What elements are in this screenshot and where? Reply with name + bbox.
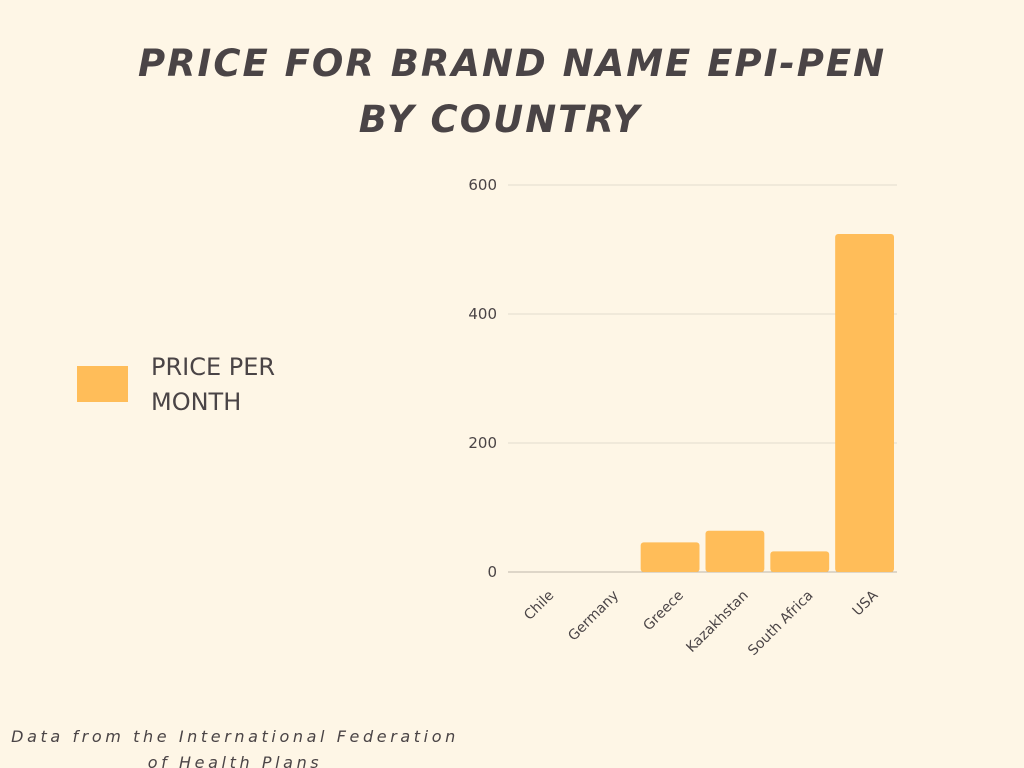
x-tick-label: USA xyxy=(850,587,882,619)
source-note-line1: Data from the International Federation xyxy=(11,727,459,746)
x-tick-label: South Africa xyxy=(745,588,816,659)
y-tick-label: 0 xyxy=(487,563,497,581)
x-tick-label: Chile xyxy=(521,588,557,624)
bar xyxy=(770,551,830,572)
y-tick-label: 600 xyxy=(468,176,497,194)
x-tick-label: Germany xyxy=(565,588,622,645)
x-tick-label: Kazakhstan xyxy=(683,588,751,656)
source-note-line2: of Health Plans xyxy=(147,753,323,768)
chart-title: PRICE FOR BRAND NAME EPI-PEN BY COUNTRY xyxy=(0,36,1024,148)
chart-title-line2: BY COUNTRY xyxy=(358,98,642,141)
bar-chart: 0 200 400 600 Chile Germany GreeceKazakhstanSo… xyxy=(468,176,897,659)
legend-swatch xyxy=(77,366,128,402)
x-tick-label: Greece xyxy=(640,588,687,635)
y-tick-label: 400 xyxy=(468,305,497,323)
bar xyxy=(705,530,765,572)
legend: PRICE PER MONTH xyxy=(77,350,311,420)
source-note: Data from the International Federation o… xyxy=(0,724,470,768)
y-tick-label: 200 xyxy=(468,434,497,452)
legend-label: PRICE PER MONTH xyxy=(151,353,276,416)
bar xyxy=(835,234,894,572)
bar xyxy=(640,542,700,572)
chart-title-line1: PRICE FOR BRAND NAME EPI-PEN xyxy=(137,42,887,85)
